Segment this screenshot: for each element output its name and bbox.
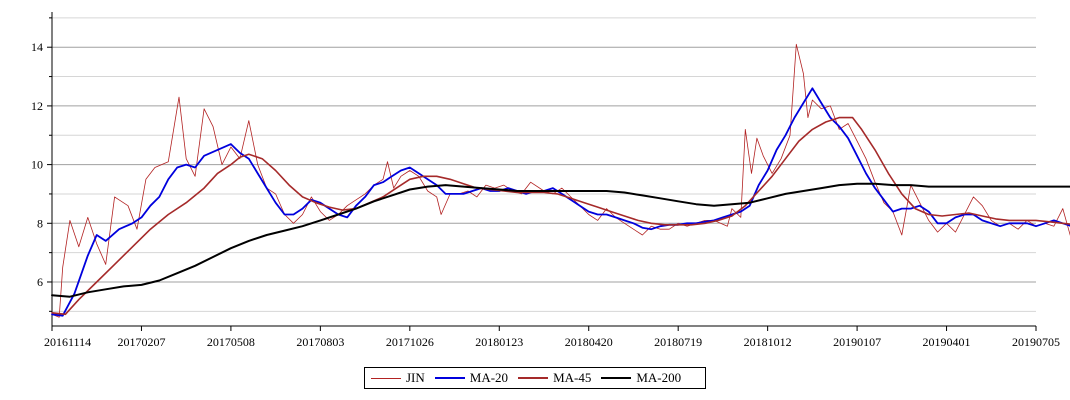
y-tick-label: 12	[31, 99, 43, 113]
x-tick-label: 20161114	[44, 335, 91, 349]
legend-item-ma45: MA-45	[518, 370, 591, 386]
legend-label-jin: JIN	[406, 370, 425, 385]
x-tick-label: 20170207	[117, 335, 165, 349]
legend: JIN MA-20 MA-45 MA-200	[364, 367, 706, 389]
series-line-ma45	[51, 116, 1070, 316]
x-tick-label: 20170803	[296, 335, 344, 349]
tick-labels: 6 8 10 12 14 20161114 20170207 20170508 20170803…	[31, 40, 1060, 349]
series-lines	[51, 43, 1070, 318]
legend-swatch-ma20	[434, 377, 465, 379]
y-tick-label: 6	[37, 275, 43, 289]
legend-label-ma20: MA-20	[469, 370, 509, 385]
y-tick-label: 8	[37, 216, 43, 230]
y-tick-label: 14	[31, 40, 43, 54]
x-tick-label: 20180123	[475, 335, 523, 349]
legend-label-ma200: MA-200	[636, 370, 682, 385]
y-tick-label: 10	[31, 158, 43, 172]
legend-swatch-ma200	[601, 377, 632, 379]
x-tick-label: 20181012	[744, 335, 792, 349]
legend-item-jin: JIN	[371, 370, 425, 386]
legend-swatch-ma45	[518, 377, 549, 379]
x-tick-label: 20190401	[923, 335, 971, 349]
x-tick-label: 20190705	[1012, 335, 1060, 349]
series-line-jin	[51, 43, 1070, 318]
x-tick-label: 20180420	[565, 335, 613, 349]
x-tick-label: 20180719	[654, 335, 702, 349]
series-line-ma20	[51, 87, 1070, 317]
legend-item-ma200: MA-200	[601, 370, 681, 386]
axes	[47, 12, 1037, 331]
legend-label-ma45: MA-45	[553, 370, 592, 385]
x-tick-label: 20190107	[833, 335, 881, 349]
legend-item-ma20: MA-20	[434, 370, 509, 386]
legend-swatch-jin	[371, 377, 401, 379]
series-line-ma200	[51, 182, 1070, 298]
x-tick-label: 20171026	[386, 335, 434, 349]
x-tick-label: 20170508	[207, 335, 255, 349]
grid-lines	[52, 17, 1036, 312]
